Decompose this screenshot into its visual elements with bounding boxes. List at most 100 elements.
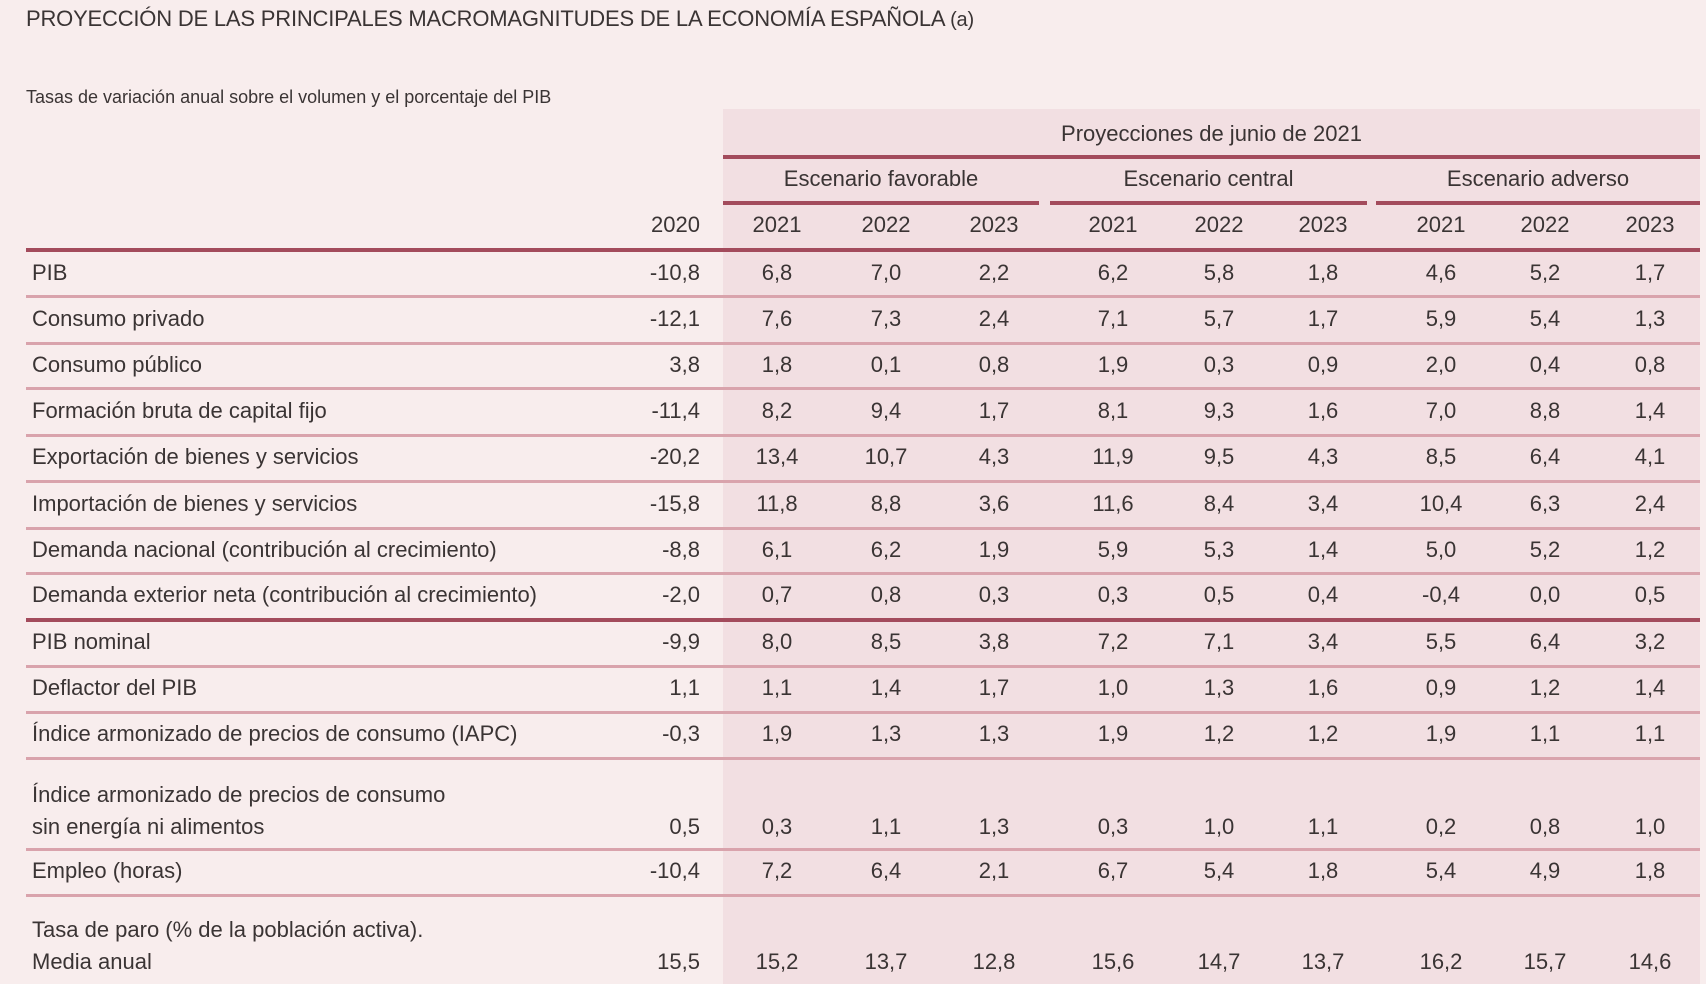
row-divider [26, 295, 1700, 298]
value-2020: -20,2 [649, 444, 700, 469]
row-label-line: PIB [32, 259, 68, 285]
value-cell: 7,6 [761, 305, 793, 331]
row-divider [26, 387, 1700, 390]
value-cell: 1,8 [1307, 259, 1339, 285]
value-cell: 5,3 [1203, 536, 1235, 562]
value-2020: -12,1 [649, 305, 700, 331]
value-cell: 4,3 [978, 444, 1010, 469]
projection-shaded-area [723, 109, 1700, 984]
scenario-adverse-rule [1376, 201, 1700, 205]
value-cell: 1,3 [978, 814, 1010, 839]
table-row: PIB -10,8 6,8 7,0 2,2 6,2 5,8 1,8 4,6 5,2 1,7 [26, 251, 1700, 296]
value-cell: 8,8 [1529, 397, 1561, 423]
table-row: Importación de bienes y servicios -15,8 11… [26, 481, 1700, 528]
row-label: PIB nominal [32, 626, 151, 658]
value-cell: 8,0 [761, 628, 793, 654]
value-cell: 16,2 [1419, 949, 1463, 974]
value-cell: 1,9 [1097, 351, 1129, 377]
value-cell: 1,9 [978, 536, 1010, 562]
value-cell: 5,7 [1203, 305, 1235, 331]
table-row: Consumo público 3,8 1,8 0,1 0,8 1,9 0,3 0,9 2,0 0… [26, 343, 1700, 388]
value-cell: 1,1 [761, 675, 793, 700]
value-cell: 0,8 [870, 582, 902, 607]
value-cell: 5,8 [1203, 259, 1235, 285]
value-2020: 15,5 [657, 949, 700, 974]
row-label-line: Empleo (horas) [32, 858, 183, 883]
value-cell: 0,3 [761, 814, 793, 839]
value-cell: 8,5 [1425, 444, 1457, 469]
value-cell: 7,2 [761, 858, 793, 883]
value-cell: 0,8 [1634, 351, 1666, 377]
table-row: Empleo (horas) -10,4 7,2 6,4 2,1 6,7 5,4 1,8 5,4… [26, 849, 1700, 895]
value-cell: 1,3 [1203, 675, 1235, 700]
table-row: Exportación de bienes y servicios -20,2 13… [26, 435, 1700, 481]
value-cell: 2,1 [978, 858, 1010, 883]
value-cell: 3,4 [1307, 628, 1339, 654]
value-cell: 0,2 [1425, 814, 1457, 839]
row-label-line: Consumo público [32, 351, 202, 377]
value-cell: 1,9 [761, 721, 793, 746]
value-cell: 1,8 [1307, 858, 1339, 883]
row-label-line: Índice armonizado de precios de consumo … [32, 721, 518, 746]
value-cell: 7,1 [1203, 628, 1235, 654]
projection-header-rule [723, 155, 1700, 159]
value-cell: 15,6 [1091, 949, 1135, 974]
section-divider [26, 618, 1700, 622]
value-cell: 4,9 [1529, 858, 1561, 883]
table-row: Consumo privado -12,1 7,6 7,3 2,4 7,1 5,7 1,7 5,… [26, 296, 1700, 343]
value-cell: 0,9 [1425, 675, 1457, 700]
value-cell: 8,2 [761, 397, 793, 423]
year-header-6: 2023 [1298, 212, 1348, 237]
row-label-line: Tasa de paro (% de la población activa). [32, 917, 424, 942]
value-cell: 5,4 [1529, 305, 1561, 331]
scenario-adverse-header: Escenario adverso [1446, 166, 1630, 191]
row-label-line: Índice armonizado de precios de consumo [32, 782, 446, 807]
value-cell: -0,4 [1422, 582, 1460, 607]
table-row: Deflactor del PIB 1,1 1,1 1,4 1,7 1,0 1,3 1,6 0,… [26, 666, 1700, 712]
year-header-1: 2021 [752, 212, 802, 237]
year-header-4: 2021 [1088, 212, 1138, 237]
row-divider [26, 480, 1700, 483]
value-2020: -0,3 [662, 721, 700, 746]
value-cell: 14,6 [1628, 949, 1672, 974]
value-2020: -15,8 [649, 490, 700, 516]
row-label: Deflactor del PIB [32, 672, 197, 704]
value-cell: 3,8 [978, 628, 1010, 654]
value-cell: 14,7 [1197, 949, 1241, 974]
value-cell: 6,2 [1097, 259, 1129, 285]
table-title: PROYECCIÓN DE LAS PRINCIPALES MACROMAGNI… [26, 6, 974, 32]
value-cell: 1,3 [1634, 305, 1666, 331]
row-label-line: sin energía ni alimentos [32, 814, 265, 839]
value-cell: 9,5 [1203, 444, 1235, 469]
value-cell: 0,3 [978, 582, 1010, 607]
value-cell: 1,4 [1634, 397, 1666, 423]
row-divider [26, 527, 1700, 530]
row-divider [26, 665, 1700, 668]
value-cell: 1,7 [978, 675, 1010, 700]
value-cell: 5,4 [1425, 858, 1457, 883]
value-cell: 12,8 [972, 949, 1016, 974]
row-divider [26, 572, 1700, 575]
value-cell: 1,9 [1425, 721, 1457, 746]
value-2020: -11,4 [651, 397, 700, 423]
value-cell: 1,1 [1529, 721, 1561, 746]
value-cell: 1,2 [1529, 675, 1561, 700]
row-label-line: Importación de bienes y servicios [32, 490, 358, 516]
value-cell: 7,0 [1425, 397, 1457, 423]
value-cell: 0,0 [1529, 582, 1561, 607]
value-cell: 0,1 [870, 351, 902, 377]
value-cell: 13,7 [1301, 949, 1345, 974]
value-cell: 1,0 [1097, 675, 1129, 700]
value-cell: 1,4 [870, 675, 902, 700]
value-cell: 1,8 [1634, 858, 1666, 883]
row-label-line: Consumo privado [32, 305, 205, 331]
value-cell: 1,1 [1634, 721, 1666, 746]
value-cell: 1,9 [1097, 721, 1129, 746]
value-cell: 6,4 [870, 858, 902, 883]
value-cell: 1,6 [1307, 397, 1339, 423]
value-cell: 1,0 [1634, 814, 1666, 839]
row-divider [26, 711, 1700, 714]
value-cell: 6,4 [1529, 628, 1561, 654]
value-cell: 0,3 [1203, 351, 1235, 377]
row-label: Tasa de paro (% de la población activa).… [32, 914, 423, 978]
